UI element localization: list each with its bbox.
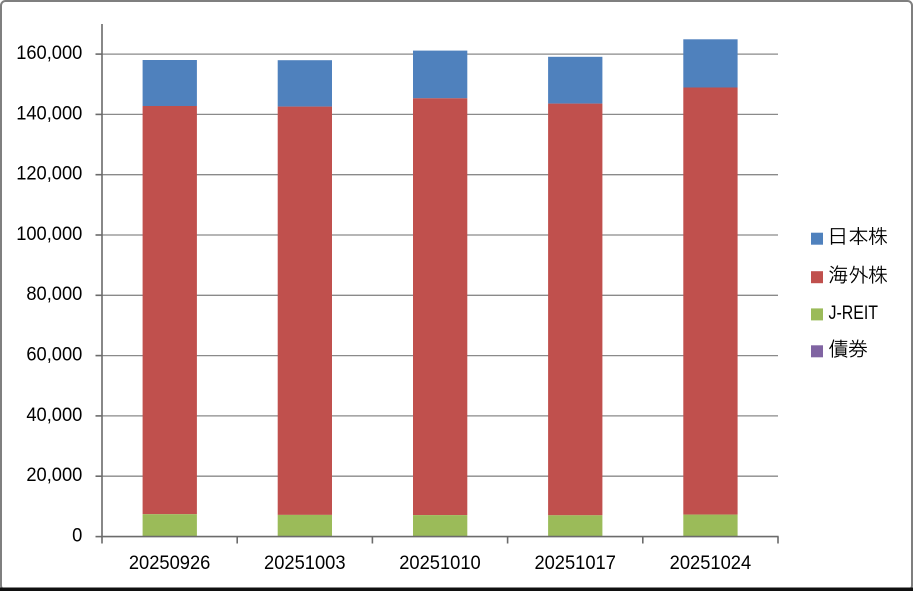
svg-text:20251017: 20251017: [534, 553, 616, 574]
svg-text:80,000: 80,000: [26, 284, 82, 305]
svg-text:20250926: 20250926: [129, 553, 211, 574]
svg-text:20251003: 20251003: [264, 553, 346, 574]
svg-text:140,000: 140,000: [16, 103, 82, 124]
svg-text:100,000: 100,000: [16, 224, 82, 245]
svg-text:60,000: 60,000: [26, 345, 82, 366]
svg-text:0: 0: [72, 526, 82, 547]
svg-text:J-REIT: J-REIT: [829, 303, 879, 324]
svg-text:20,000: 20,000: [26, 465, 82, 486]
svg-text:20251010: 20251010: [399, 553, 481, 574]
svg-text:160,000: 160,000: [16, 43, 82, 64]
svg-text:20251024: 20251024: [670, 553, 752, 574]
svg-text:120,000: 120,000: [16, 164, 82, 185]
svg-text:40,000: 40,000: [26, 405, 82, 426]
